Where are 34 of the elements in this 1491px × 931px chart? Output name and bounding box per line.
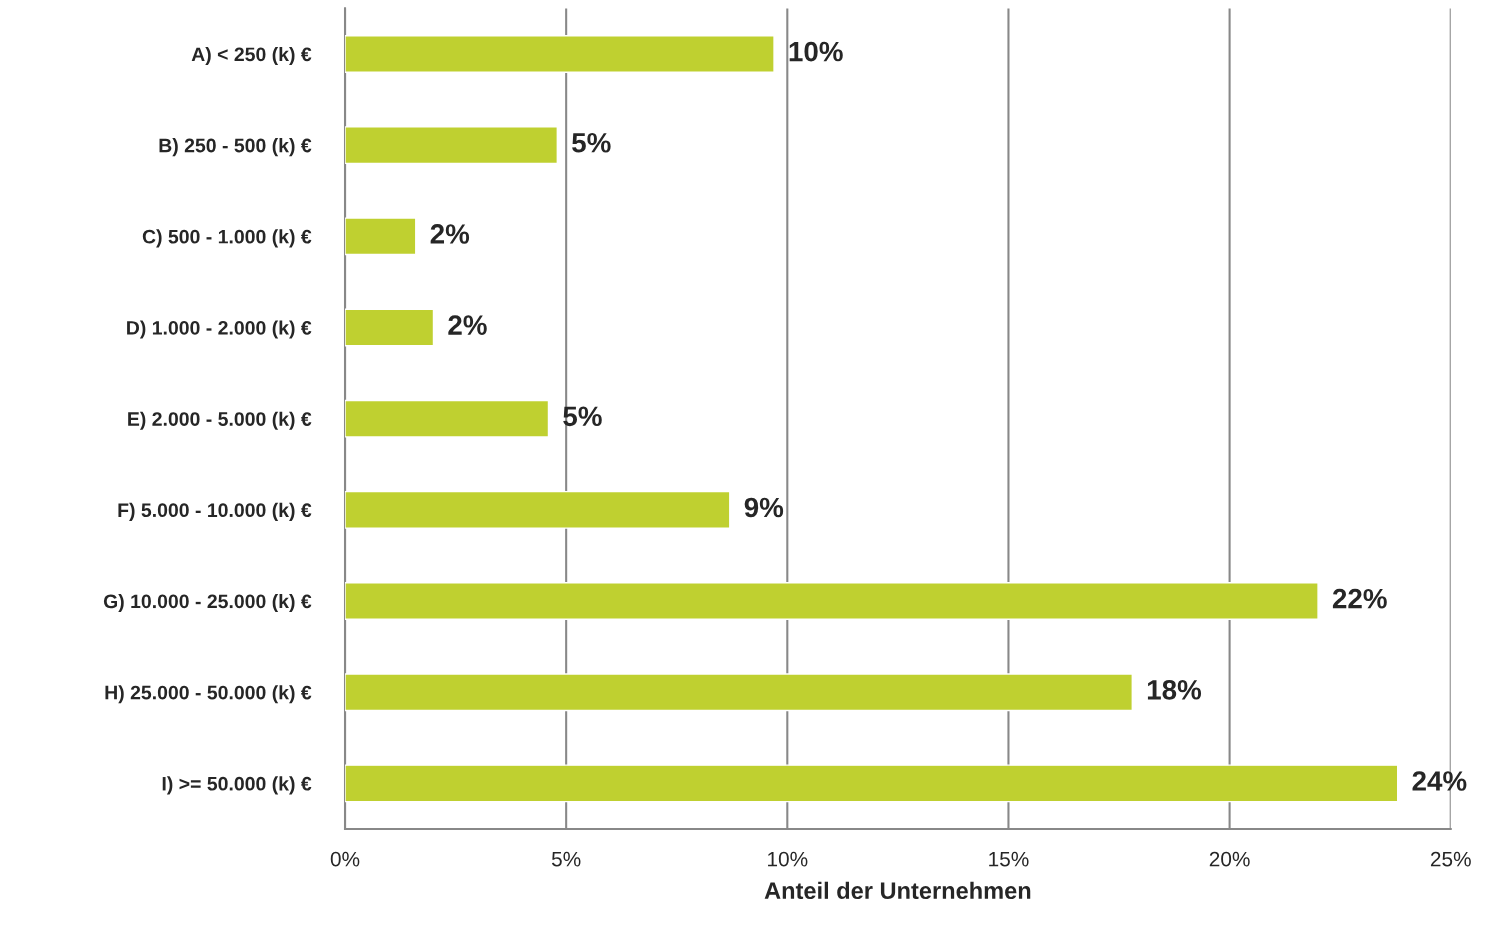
y-tick-label: E) 2.000 - 5.000 (k) €: [128, 411, 312, 430]
y-tick-label: H) 25.000 - 50.000 (k) €: [105, 685, 312, 704]
data-label: 5%: [572, 133, 611, 153]
y-tick-label: G) 10.000 - 25.000 (k) €: [103, 593, 312, 613]
x-axis-title: Anteil der Unternehmen: [764, 881, 1031, 900]
data-label: 22%: [1332, 588, 1387, 609]
bar: [345, 308, 435, 347]
x-tick-label: 15%: [989, 851, 1029, 867]
x-tick-label: 10%: [768, 851, 808, 867]
bar: [345, 126, 559, 165]
y-tick-label: B) 250 - 500 (k) €: [159, 138, 312, 157]
data-label: 9%: [744, 497, 784, 518]
x-tick-label: 20%: [1209, 851, 1250, 867]
bar: [345, 217, 417, 256]
bar: [345, 673, 1133, 712]
bar: [345, 764, 1399, 803]
x-tick-label: 25%: [1430, 851, 1471, 867]
y-tick-label: I) >= 50.000 (k) €: [162, 776, 312, 795]
y-tick-label: A) < 250 (k) €: [191, 46, 312, 66]
data-label: 2%: [448, 315, 487, 335]
bar: [345, 490, 731, 529]
data-label: 10%: [789, 41, 843, 62]
y-tick-label: F) 5.000 - 10.000 (k) €: [118, 502, 312, 521]
data-label: 2%: [430, 224, 470, 244]
data-label: 5%: [563, 406, 602, 427]
bar: [345, 35, 775, 73]
bar: [345, 582, 1319, 620]
x-tick-label: 5%: [551, 851, 581, 867]
x-tick-label: 0%: [330, 851, 360, 867]
data-label: 18%: [1147, 679, 1202, 700]
data-label: 24%: [1412, 771, 1467, 791]
bar: [345, 399, 550, 438]
y-tick-label: D) 1.000 - 2.000 (k) €: [127, 320, 312, 339]
y-tick-label: C) 500 - 1.000 (k) €: [142, 229, 312, 248]
